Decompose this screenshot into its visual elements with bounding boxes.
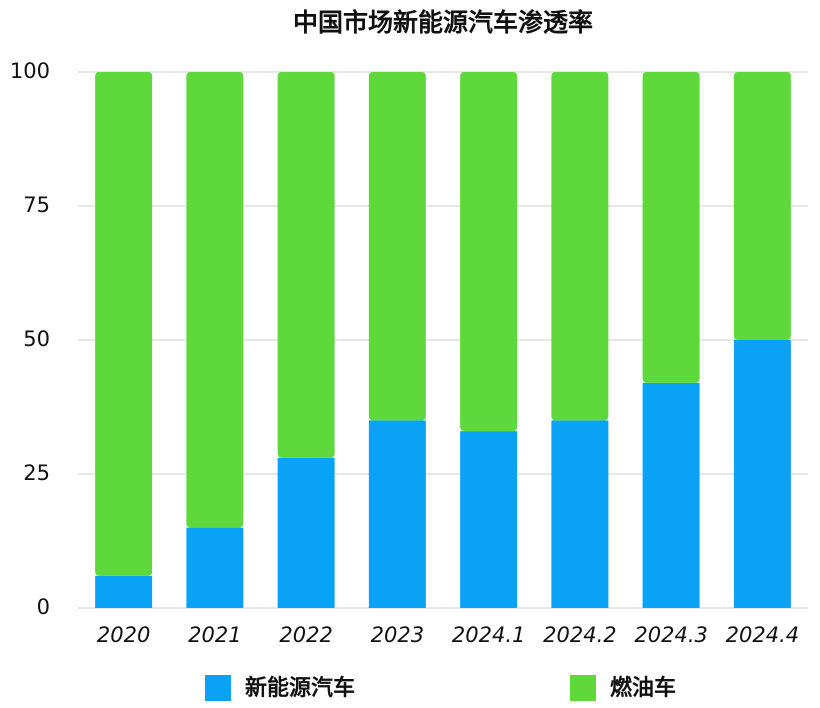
bar-segment (642, 382, 700, 608)
x-tick-label: 2024.3 (634, 623, 707, 647)
legend-swatch (205, 675, 231, 701)
y-tick-label: 75 (23, 193, 50, 217)
bar-segment (733, 340, 791, 608)
bar-segment (642, 72, 700, 383)
x-tick-label: 2024.4 (726, 623, 799, 647)
x-tick-label: 2023 (371, 623, 424, 647)
bar-segment (277, 72, 335, 458)
y-tick-label: 25 (23, 461, 50, 485)
bar-segment (186, 72, 244, 528)
bar-segment (95, 72, 153, 576)
y-tick-label: 100 (10, 59, 50, 83)
bar-segment (277, 457, 335, 608)
bar-segment (368, 72, 426, 421)
bar-segment (733, 72, 791, 340)
legend-swatch (570, 675, 596, 701)
bar-segment (551, 420, 609, 608)
x-tick-label: 2022 (279, 623, 332, 647)
chart-title: 中国市场新能源汽车渗透率 (293, 8, 593, 37)
bar-segment (368, 420, 426, 608)
x-tick-label: 2024.2 (543, 623, 616, 647)
legend-label: 新能源汽车 (245, 675, 355, 701)
y-tick-label: 50 (23, 327, 50, 351)
x-tick-label: 2021 (188, 623, 241, 647)
x-tick-label: 2020 (97, 623, 150, 647)
bar-segment (460, 431, 518, 608)
bar-segment (460, 72, 518, 432)
bar-segment (95, 575, 153, 608)
bar-segment (551, 72, 609, 421)
x-tick-label: 2024.1 (452, 623, 525, 647)
y-tick-label: 0 (37, 595, 50, 619)
legend-label: 燃油车 (610, 675, 676, 701)
bar-segment (186, 527, 244, 608)
